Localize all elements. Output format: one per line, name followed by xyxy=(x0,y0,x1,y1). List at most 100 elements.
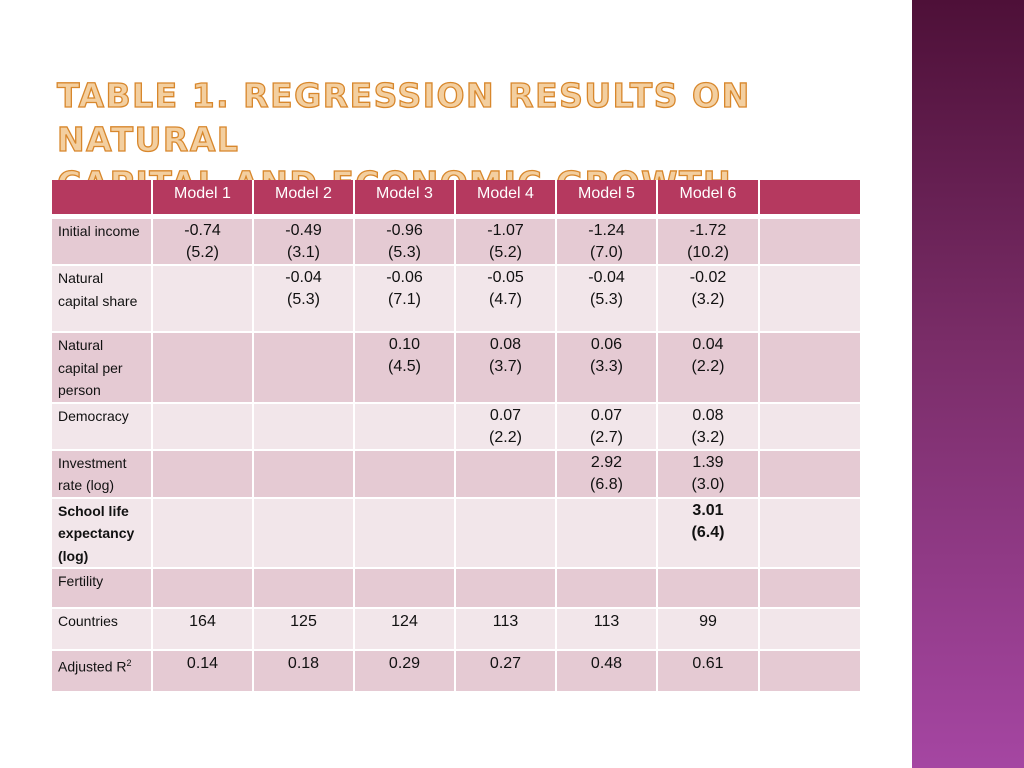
row-label-text: Democracy xyxy=(58,407,129,424)
table-row: Initial income -0.74 (5.2) -0.49 (3.1) -0.96 (… xyxy=(52,219,862,266)
coefficient-value: -0.05 xyxy=(487,269,524,286)
coefficient-value: 0.04 xyxy=(692,336,724,353)
t-statistic: (5.3) xyxy=(287,291,320,308)
header-model-3: Model 3 xyxy=(355,180,456,219)
table-row: Countries 164 125 124 113 113 99 xyxy=(52,609,862,651)
coefficient-value: -0.04 xyxy=(588,269,625,286)
table-row: Natural capital share -0.04 (5.3) -0.06 (7.1… xyxy=(52,266,862,333)
row-label-text: Natural capital share xyxy=(58,270,138,309)
row-label-superscript: 2 xyxy=(126,658,132,668)
t-statistic: (5.2) xyxy=(489,244,522,261)
table-row: Natural capital per person 0.10 (4.5) 0.08 (… xyxy=(52,333,862,404)
table-cell xyxy=(760,651,862,693)
coefficient-cell xyxy=(254,498,355,569)
coefficient-value: 0.06 xyxy=(590,336,623,353)
coefficient-cell xyxy=(355,403,456,451)
coefficient-value: 0.08 xyxy=(489,336,522,353)
coefficient-cell: 0.06 (3.3) xyxy=(557,333,658,404)
coefficient-value: 1.39 xyxy=(692,453,724,471)
coefficient-cell: -0.74 (5.2) xyxy=(153,219,254,266)
coefficient-value: -0.06 xyxy=(386,269,423,286)
table-row: Fertility xyxy=(52,569,862,609)
coefficient-cell xyxy=(355,498,456,569)
table-cell: 164 xyxy=(153,609,254,651)
header-empty-column xyxy=(760,180,862,219)
coefficient-cell xyxy=(254,333,355,404)
table-row: Investment rate (log) 2.92 (6.8) 1.39 (3.0) xyxy=(52,450,862,499)
coefficient-cell xyxy=(153,498,254,569)
coefficient-value: -0.74 xyxy=(184,222,221,239)
coefficient-cell: 0.04 (2.2) xyxy=(658,333,760,404)
t-statistic: (5.2) xyxy=(186,244,219,261)
coefficient-cell: -0.04 (5.3) xyxy=(557,266,658,333)
coefficient-cell xyxy=(254,403,355,451)
table-row: School life expectancy (log) 3.01 (6.4) xyxy=(52,498,862,569)
coefficient-cell xyxy=(456,569,557,609)
t-statistic: (5.3) xyxy=(388,244,421,261)
table-cell: 0.27 xyxy=(456,651,557,693)
coefficient-cell xyxy=(456,450,557,499)
t-statistic: (2.7) xyxy=(590,428,623,446)
header-model-6: Model 6 xyxy=(658,180,760,219)
coefficient-cell xyxy=(760,403,862,451)
coefficient-cell xyxy=(254,450,355,499)
coefficient-cell xyxy=(557,498,658,569)
coefficient-value: 0.07 xyxy=(489,406,522,424)
row-label-text: Initial income xyxy=(58,223,140,239)
coefficient-cell xyxy=(456,498,557,569)
coefficient-cell: 0.08 (3.7) xyxy=(456,333,557,404)
coefficient-cell: 0.10 (4.5) xyxy=(355,333,456,404)
row-label: Fertility xyxy=(52,569,153,609)
coefficient-cell xyxy=(557,569,658,609)
coefficient-cell xyxy=(153,450,254,499)
table-cell: 0.29 xyxy=(355,651,456,693)
table-cell: 0.18 xyxy=(254,651,355,693)
row-label: School life expectancy (log) xyxy=(52,498,153,569)
row-label-text: Investment rate (log) xyxy=(58,454,127,494)
t-statistic: (3.1) xyxy=(287,244,320,261)
coefficient-value: -0.96 xyxy=(386,222,423,239)
table-cell: 113 xyxy=(456,609,557,651)
t-statistic: (6.4) xyxy=(691,523,725,541)
table-cell: 124 xyxy=(355,609,456,651)
row-label: Natural capital per person xyxy=(52,333,153,404)
t-statistic: (4.5) xyxy=(388,358,421,375)
header-row: Model 1 Model 2 Model 3 Model 4 Model 5 … xyxy=(52,180,862,219)
table-cell: 113 xyxy=(557,609,658,651)
row-label-text: Natural capital per person xyxy=(58,337,123,398)
table-cell: 125 xyxy=(254,609,355,651)
table-cell: 0.14 xyxy=(153,651,254,693)
row-label: Democracy xyxy=(52,403,153,451)
coefficient-cell: -0.06 (7.1) xyxy=(355,266,456,333)
t-statistic: (2.2) xyxy=(489,428,522,446)
coefficient-cell xyxy=(355,450,456,499)
row-label-text: Countries xyxy=(58,613,118,629)
coefficient-value: -0.02 xyxy=(689,269,727,286)
coefficient-cell: 0.07 (2.7) xyxy=(557,403,658,451)
coefficient-cell: -0.49 (3.1) xyxy=(254,219,355,266)
coefficient-cell: -1.72 (10.2) xyxy=(658,219,760,266)
t-statistic: (7.1) xyxy=(388,291,421,308)
t-statistic: (10.2) xyxy=(687,244,729,261)
coefficient-cell: 0.08 (3.2) xyxy=(658,403,760,451)
t-statistic: (3.2) xyxy=(691,428,725,446)
coefficient-value: 0.07 xyxy=(590,406,623,424)
coefficient-cell: -1.24 (7.0) xyxy=(557,219,658,266)
table-row: Democracy 0.07 (2.2) 0.07 (2.7) 0.08 (3.2) xyxy=(52,403,862,451)
t-statistic: (3.2) xyxy=(691,291,725,308)
coefficient-cell xyxy=(355,569,456,609)
coefficient-value: -1.07 xyxy=(487,222,524,239)
row-label-text: School life expectancy (log) xyxy=(58,502,135,564)
t-statistic: (2.2) xyxy=(691,358,725,375)
coefficient-cell: -0.04 (5.3) xyxy=(254,266,355,333)
t-statistic: (6.8) xyxy=(590,475,623,493)
coefficient-cell: 2.92 (6.8) xyxy=(557,450,658,499)
regression-results-table: Model 1 Model 2 Model 3 Model 4 Model 5 … xyxy=(52,180,862,693)
coefficient-cell: -0.05 (4.7) xyxy=(456,266,557,333)
row-label-text: Adjusted R xyxy=(58,658,127,675)
t-statistic: (7.0) xyxy=(590,244,623,261)
coefficient-cell xyxy=(254,569,355,609)
coefficient-value: 0.10 xyxy=(388,336,421,353)
row-label: Adjusted R2 xyxy=(52,651,153,693)
coefficient-cell xyxy=(153,266,254,333)
